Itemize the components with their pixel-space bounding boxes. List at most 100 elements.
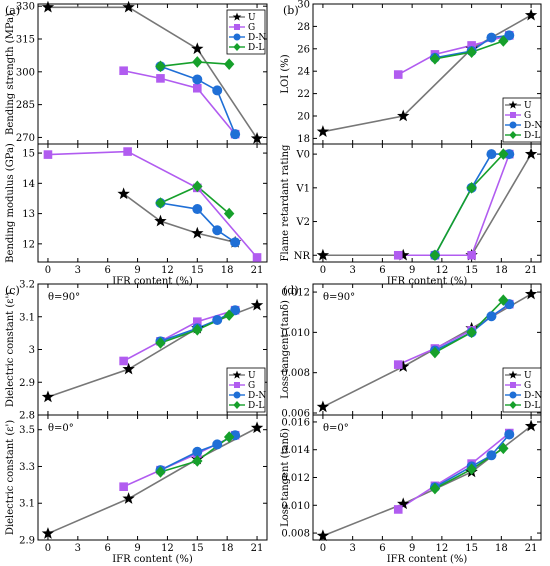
data-point-d-n [212, 225, 223, 236]
legend-label: D-L [248, 43, 264, 53]
x-axis-label: IFR content (%) [112, 554, 193, 565]
series-line-g [47, 150, 258, 258]
y-tick-label: 285 [16, 100, 35, 111]
x-tick-label: 15 [465, 543, 478, 554]
data-point-u [524, 287, 538, 300]
y-tick-label: 330 [16, 2, 35, 13]
legend-marker-u [232, 370, 242, 379]
y-tick-label: 14 [22, 179, 35, 190]
data-point-d-l [498, 35, 509, 47]
plot-frame [312, 143, 542, 263]
data-point-d-l [192, 56, 203, 68]
y-tick-label: 3.1 [19, 312, 35, 323]
panel-tag: (d) [283, 284, 299, 297]
data-point-u [122, 492, 135, 504]
series-line-d-n [434, 303, 510, 352]
data-point-u [250, 421, 264, 434]
data-point-d-n [504, 30, 515, 41]
data-point-d-n [504, 429, 515, 440]
data-point-u [316, 400, 330, 413]
x-tick-label: 12 [161, 543, 174, 554]
legend: UGD-ND-L [502, 367, 542, 413]
y-axis-label: LOI (%) [280, 54, 291, 93]
data-point-d-n [230, 305, 241, 316]
data-point-d-n [212, 315, 223, 326]
y-tick-label: 24 [297, 67, 310, 78]
legend-label: G [248, 23, 255, 33]
legend-marker-g [509, 381, 517, 389]
data-point-d-l [155, 337, 166, 349]
panel-tag-c: (c) [5, 284, 20, 297]
data-point-d-n [212, 85, 223, 96]
data-point-u [154, 214, 167, 227]
y-tick-label: 26 [297, 44, 310, 55]
y-tick-label: 3.3 [19, 462, 35, 473]
series-line-g [123, 69, 236, 135]
data-point-d-l [223, 58, 235, 70]
data-point-u [41, 0, 55, 13]
data-point-d-l [466, 46, 477, 58]
x-tick-label: 0 [45, 265, 51, 276]
series-line-u [47, 427, 258, 535]
x-tick-label: 21 [251, 265, 264, 276]
y-tick-label: 15 [22, 149, 35, 160]
angle-annotation: θ=90° [48, 292, 80, 303]
y-axis-label: Bending modulus (GPa) [5, 143, 16, 263]
legend-marker-u [508, 100, 518, 109]
x-tick-label: 15 [465, 265, 478, 276]
series-line-d-n [160, 65, 236, 135]
series-line-u [322, 153, 532, 257]
legend-label: U [524, 101, 532, 111]
x-tick-label: 15 [191, 265, 204, 276]
legend-label: D-L [524, 401, 540, 411]
data-point-d-l [498, 442, 509, 455]
y-tick-label: 0.016 [281, 417, 310, 428]
panel-tag: (b) [283, 4, 299, 17]
data-point-g [393, 250, 403, 260]
y-tick-label: 28 [297, 22, 310, 33]
legend-label: G [248, 381, 255, 391]
legend-label: U [248, 13, 256, 23]
data-point-d-l [223, 207, 235, 220]
data-point-d-l [192, 180, 203, 193]
y-tick-label: 0.008 [281, 529, 310, 540]
x-tick-label: 9 [134, 265, 140, 276]
series-line-d-l [434, 153, 504, 256]
panel-tag-d: (d) [283, 284, 299, 297]
x-tick-label: 6 [379, 543, 385, 554]
legend-label: D-L [248, 401, 264, 411]
x-tick-label: 9 [409, 543, 415, 554]
chart-panel-1: 12 13 14 15 0 3 6 9 12 15 18 21 IFR content (%) Bendi… [5, 143, 268, 287]
x-axis-label: IFR content (%) [387, 554, 468, 565]
y-tick-label: 0.012 [281, 288, 310, 299]
data-point-u [250, 132, 264, 144]
data-point-g [119, 66, 128, 76]
data-point-d-n [230, 129, 241, 140]
data-point-u [122, 0, 135, 13]
legend-marker-u [232, 12, 242, 21]
data-point-d-l [429, 482, 441, 495]
angle-annotation: θ=0° [48, 423, 74, 434]
x-tick-label: 21 [525, 265, 538, 276]
data-point-u [191, 226, 204, 239]
data-point-g [467, 41, 476, 50]
data-point-d-n [192, 204, 203, 215]
y-axis-label: Bending strength (MPa) [5, 13, 16, 135]
legend-marker-g [233, 23, 241, 31]
y-tick-label: V2 [295, 217, 310, 228]
series-line-g [397, 432, 510, 511]
series-line-d-n [434, 34, 510, 59]
y-tick-label: 2.9 [19, 378, 35, 389]
x-tick-label: 3 [75, 543, 81, 554]
legend-label: G [524, 111, 531, 121]
y-axis-label: Loss tangent (tanδ) [280, 428, 291, 527]
data-point-d-l [223, 309, 235, 321]
x-tick-label: 3 [75, 265, 81, 276]
series-line-u [322, 425, 532, 537]
y-axis-label: Loss tangent (tanδ) [280, 300, 291, 399]
y-tick-label: 22 [297, 89, 310, 100]
y-tick-label: 20 [297, 112, 310, 123]
x-tick-label: 18 [221, 543, 234, 554]
x-tick-label: 21 [525, 543, 538, 554]
